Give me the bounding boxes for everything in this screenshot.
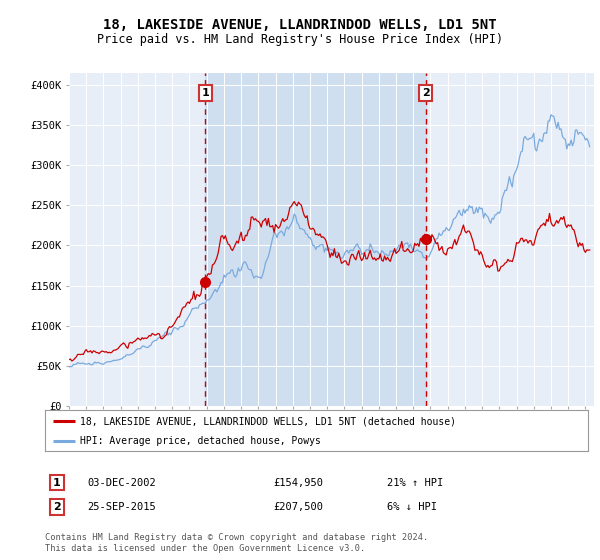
- Text: 2: 2: [53, 502, 61, 512]
- Text: 1: 1: [53, 478, 61, 488]
- Text: Contains HM Land Registry data © Crown copyright and database right 2024.
This d: Contains HM Land Registry data © Crown c…: [45, 533, 428, 553]
- Text: £154,950: £154,950: [273, 478, 323, 488]
- Text: 03-DEC-2002: 03-DEC-2002: [87, 478, 156, 488]
- Text: Price paid vs. HM Land Registry's House Price Index (HPI): Price paid vs. HM Land Registry's House …: [97, 32, 503, 46]
- Text: 18, LAKESIDE AVENUE, LLANDRINDOD WELLS, LD1 5NT: 18, LAKESIDE AVENUE, LLANDRINDOD WELLS, …: [103, 18, 497, 32]
- Text: 2: 2: [422, 88, 430, 98]
- Text: 18, LAKESIDE AVENUE, LLANDRINDOD WELLS, LD1 5NT (detached house): 18, LAKESIDE AVENUE, LLANDRINDOD WELLS, …: [80, 417, 456, 426]
- Text: 21% ↑ HPI: 21% ↑ HPI: [387, 478, 443, 488]
- Text: HPI: Average price, detached house, Powys: HPI: Average price, detached house, Powy…: [80, 436, 321, 446]
- Text: 6% ↓ HPI: 6% ↓ HPI: [387, 502, 437, 512]
- Text: £207,500: £207,500: [273, 502, 323, 512]
- Bar: [205, 73, 426, 406]
- Text: 1: 1: [202, 88, 209, 98]
- Text: 25-SEP-2015: 25-SEP-2015: [87, 502, 156, 512]
